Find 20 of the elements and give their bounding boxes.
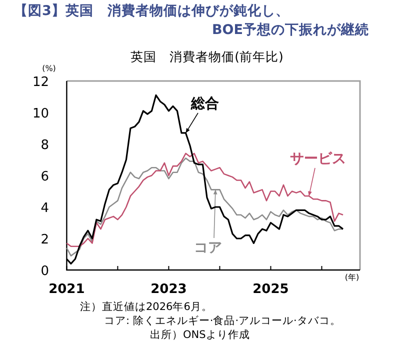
series-label: 総合 — [190, 96, 219, 112]
y-tick-label: 8 — [40, 138, 49, 153]
y-tick-label: 10 — [32, 106, 49, 122]
y-axis-title: (%) — [42, 64, 56, 73]
chart-subtitle: 英国 消費者物価(前年比) — [130, 49, 284, 64]
x-tick-label: 2025 — [252, 282, 289, 297]
text: 出所）ONSより作成 — [150, 328, 250, 341]
text: コア — [194, 240, 222, 256]
chart-title: 【図3】英国 消費者物価は伸びが鈍化し、BOE予想の下振れが継続 — [14, 2, 369, 40]
y-tick-label: 0 — [40, 264, 49, 279]
x-axis-title: (年) — [344, 273, 360, 282]
text: 注）直近値は2026年6月。 — [80, 300, 212, 313]
series-label: サービス — [290, 151, 346, 167]
y-tick-label: 2 — [40, 232, 49, 248]
x-tick-label: 2023 — [150, 282, 187, 297]
y-tick-label: 12 — [32, 75, 49, 90]
y-tick-label: 6 — [40, 170, 49, 184]
text: コア: 除くエネルギー·食品·アルコール·タバコ。 — [104, 315, 341, 327]
x-tick-label: 2021 — [48, 282, 85, 297]
y-tick-label: 4 — [40, 201, 49, 216]
